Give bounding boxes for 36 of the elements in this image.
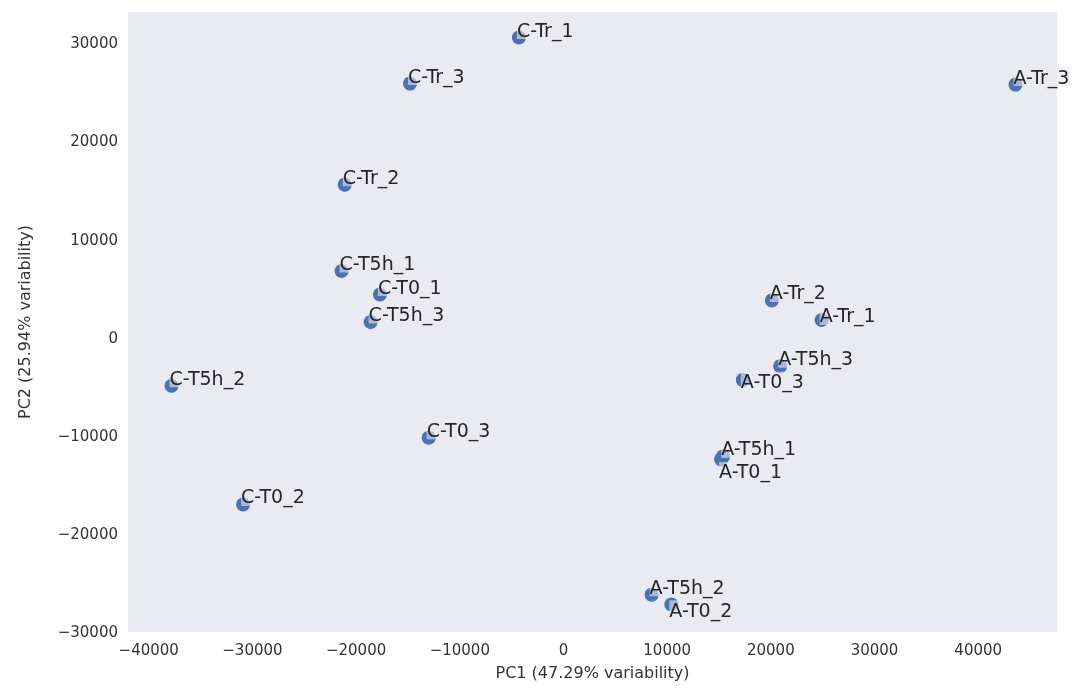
annotation: C-Tr_3 (408, 64, 465, 88)
annotation: A-Tr_3 (1013, 65, 1070, 89)
annotation: C-T5h_1 (339, 251, 416, 275)
y-tick-label: 0 (108, 328, 118, 347)
annotation: C-T0_2 (241, 485, 305, 509)
annotation: C-T5h_3 (368, 303, 445, 326)
annotation: C-Tr_2 (342, 165, 400, 189)
x-tick-label: 0 (558, 640, 569, 659)
y-tick-label: 30000 (70, 34, 118, 53)
annotation: A-T5h_1 (721, 437, 797, 461)
annotation: A-T5h_3 (778, 347, 854, 371)
annotation: C-T0_3 (426, 418, 491, 442)
annotation: A-Tr_1 (819, 304, 876, 328)
x-tick-label: −30000 (222, 640, 283, 659)
y-tick-label: −30000 (57, 623, 118, 641)
y-tick-label: 20000 (70, 132, 118, 151)
y-tick-label: 10000 (70, 230, 118, 249)
x-axis-title: PC1 (47.29% variability) (495, 662, 690, 682)
x-tick-label: 30000 (850, 640, 899, 659)
annotation: A-T0_1 (719, 460, 783, 484)
x-tick-label: 40000 (954, 640, 1003, 659)
y-tick-label: −20000 (57, 524, 118, 543)
y-tick-label: −10000 (57, 426, 118, 445)
annotation: A-T5h_2 (649, 575, 725, 599)
x-tick-label: 20000 (746, 640, 795, 659)
y-axis-title: PC2 (25.94% variability) (14, 225, 34, 419)
x-tick-label: 10000 (643, 640, 692, 659)
x-tick-label: −40000 (118, 640, 179, 659)
annotation: A-T0_2 (669, 598, 733, 622)
x-tick-label: −10000 (429, 640, 490, 659)
annotation: C-T0_1 (377, 275, 442, 299)
annotation: C-T5h_2 (169, 366, 246, 390)
annotation: A-T0_3 (740, 370, 804, 394)
annotation: A-Tr_2 (769, 281, 826, 305)
annotation: C-Tr_1 (516, 18, 574, 42)
x-tick-label: −20000 (325, 640, 387, 659)
